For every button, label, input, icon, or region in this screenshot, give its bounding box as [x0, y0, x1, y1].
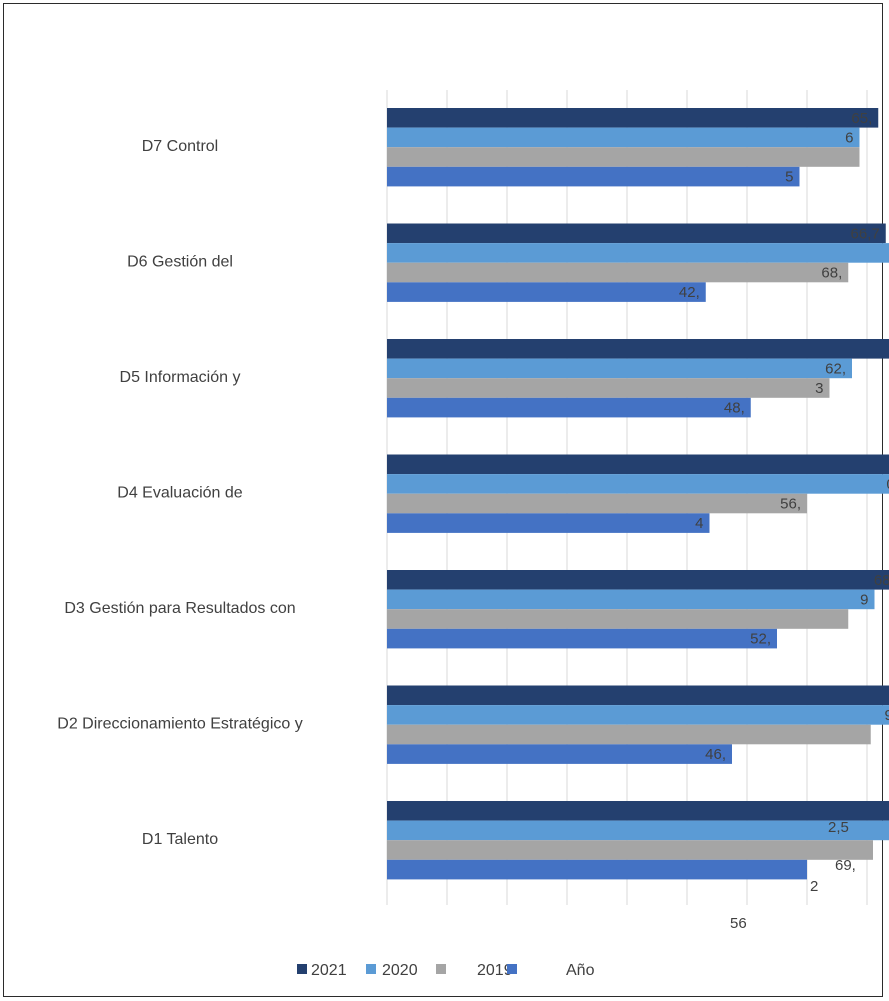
data-label: 65,: [851, 110, 872, 127]
bar: [387, 127, 860, 148]
bar: [387, 705, 889, 725]
legend-swatch: [507, 964, 517, 974]
bar: [387, 744, 732, 764]
bar: [387, 801, 889, 821]
data-label: 0: [886, 476, 889, 493]
legend-swatch: [366, 964, 376, 974]
legend-label: 2019: [477, 962, 513, 979]
category-label: D5 Información y: [120, 369, 241, 386]
category-label: D3 Gestión para Resultados con: [64, 600, 295, 617]
data-label: 66,7: [851, 225, 880, 242]
data-label: 48,: [724, 400, 745, 417]
data-label: 4: [695, 515, 703, 532]
bar: [387, 282, 706, 302]
bar: [387, 685, 889, 706]
bar: [387, 147, 860, 167]
category-label: D2 Direccionamiento Estratégico y: [57, 716, 302, 733]
bar: [387, 262, 849, 283]
legend-label: 2021: [311, 962, 347, 979]
bar: [387, 859, 807, 880]
bar: [387, 108, 879, 128]
data-label: 69,: [835, 857, 856, 874]
data-label: 68,: [821, 265, 842, 282]
data-label: 3: [815, 380, 823, 397]
data-label: 9: [860, 591, 868, 608]
bar: [387, 339, 889, 359]
bar: [387, 609, 849, 629]
data-label: 52,: [750, 631, 771, 648]
bar: [387, 358, 852, 379]
data-label: 2: [810, 878, 818, 895]
category-label: D6 Gestión del: [127, 254, 233, 271]
data-label: 2,5: [828, 819, 849, 836]
data-label: 6: [845, 129, 853, 146]
legend-swatch: [436, 964, 446, 974]
bar: [387, 724, 871, 745]
category-label: D4 Evaluación de: [117, 485, 243, 502]
data-label: 5: [785, 169, 793, 186]
legend-label: Año: [566, 962, 595, 979]
data-label: 9,: [884, 707, 889, 724]
legend-swatch: [297, 964, 307, 974]
data-label: 68,: [874, 572, 889, 589]
bar: [387, 397, 751, 418]
bar: [387, 454, 889, 475]
bar: [387, 513, 710, 533]
bar: [387, 628, 777, 649]
bar: [387, 378, 830, 398]
data-label: 56: [730, 915, 747, 932]
category-label: D1 Talento: [142, 831, 218, 848]
bar: [387, 243, 889, 263]
data-label: 56,: [780, 496, 801, 513]
bar: [387, 223, 886, 244]
chart-frame: [3, 3, 883, 997]
bar: [387, 570, 889, 590]
category-label: D7 Control: [142, 138, 218, 155]
data-label: 62,: [825, 360, 846, 377]
bar: [387, 166, 800, 187]
data-label: 46,: [705, 746, 726, 763]
bar: [387, 474, 889, 494]
data-label: 42,: [679, 284, 700, 301]
bar: [387, 493, 807, 514]
legend-label: 2020: [382, 962, 418, 979]
bar: [387, 589, 875, 610]
bar: [387, 840, 873, 860]
bar: [387, 820, 889, 841]
